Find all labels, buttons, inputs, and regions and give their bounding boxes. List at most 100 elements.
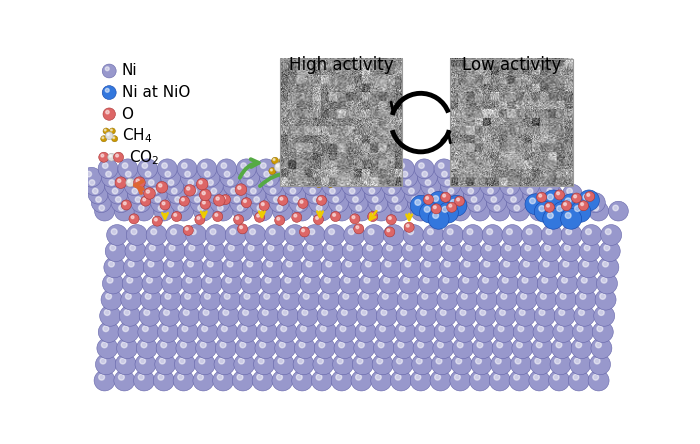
Circle shape — [183, 176, 204, 196]
Circle shape — [395, 374, 401, 380]
Circle shape — [131, 216, 134, 218]
Circle shape — [287, 180, 293, 185]
Circle shape — [94, 201, 115, 221]
Circle shape — [411, 201, 430, 221]
Circle shape — [332, 214, 335, 216]
Circle shape — [534, 205, 539, 211]
Circle shape — [362, 241, 383, 262]
Circle shape — [561, 194, 582, 214]
Circle shape — [121, 342, 127, 348]
Circle shape — [320, 163, 326, 168]
Circle shape — [178, 374, 183, 380]
Circle shape — [312, 201, 332, 221]
Circle shape — [276, 164, 279, 167]
Circle shape — [188, 261, 193, 267]
Circle shape — [321, 177, 329, 185]
Circle shape — [593, 374, 598, 380]
Circle shape — [371, 370, 392, 391]
Circle shape — [127, 184, 148, 204]
Circle shape — [382, 241, 402, 262]
Circle shape — [99, 374, 104, 380]
Circle shape — [272, 201, 293, 221]
Circle shape — [419, 202, 440, 223]
Circle shape — [182, 326, 188, 332]
Circle shape — [260, 163, 266, 168]
Circle shape — [454, 159, 474, 178]
Circle shape — [388, 229, 394, 234]
Circle shape — [97, 338, 118, 359]
Circle shape — [158, 374, 164, 380]
Circle shape — [535, 358, 540, 364]
Circle shape — [422, 171, 428, 177]
Circle shape — [105, 67, 109, 71]
Circle shape — [557, 326, 564, 332]
Circle shape — [517, 342, 522, 348]
Circle shape — [565, 213, 571, 218]
Circle shape — [569, 201, 589, 221]
Circle shape — [159, 305, 180, 326]
Circle shape — [134, 370, 155, 391]
Circle shape — [238, 186, 241, 189]
Circle shape — [538, 326, 543, 332]
Circle shape — [458, 326, 465, 332]
Circle shape — [419, 163, 424, 168]
Circle shape — [230, 193, 250, 213]
Circle shape — [443, 277, 449, 283]
Circle shape — [274, 163, 284, 172]
Circle shape — [197, 321, 218, 342]
Circle shape — [224, 171, 230, 177]
Circle shape — [322, 178, 325, 181]
Circle shape — [324, 277, 330, 283]
Circle shape — [566, 193, 585, 213]
Circle shape — [281, 257, 302, 278]
Circle shape — [224, 293, 230, 299]
Circle shape — [356, 205, 361, 211]
Circle shape — [279, 342, 285, 348]
Circle shape — [442, 206, 448, 212]
Circle shape — [292, 212, 302, 222]
Circle shape — [295, 338, 316, 359]
Circle shape — [468, 188, 473, 194]
Circle shape — [274, 338, 295, 359]
Circle shape — [360, 257, 382, 278]
Circle shape — [599, 241, 620, 262]
Circle shape — [561, 277, 568, 283]
Circle shape — [433, 196, 439, 202]
Circle shape — [492, 338, 513, 359]
Circle shape — [498, 326, 504, 332]
Circle shape — [109, 155, 111, 157]
Circle shape — [270, 188, 276, 194]
Circle shape — [435, 205, 440, 211]
Circle shape — [261, 326, 267, 332]
Circle shape — [174, 201, 193, 221]
Circle shape — [514, 305, 536, 326]
Circle shape — [407, 229, 414, 234]
Circle shape — [284, 293, 289, 299]
Circle shape — [463, 184, 484, 204]
Circle shape — [172, 188, 177, 194]
Circle shape — [305, 184, 326, 204]
Circle shape — [302, 152, 304, 155]
Circle shape — [349, 188, 355, 194]
Circle shape — [109, 128, 116, 134]
Circle shape — [439, 326, 444, 332]
Circle shape — [244, 171, 250, 177]
Circle shape — [236, 217, 239, 219]
Circle shape — [435, 374, 440, 380]
Circle shape — [119, 205, 125, 211]
Text: Ni: Ni — [122, 63, 137, 79]
Circle shape — [321, 326, 326, 332]
Circle shape — [263, 241, 284, 262]
Circle shape — [101, 136, 107, 142]
Circle shape — [111, 193, 131, 213]
Circle shape — [213, 211, 223, 222]
Circle shape — [164, 309, 169, 315]
Circle shape — [393, 338, 414, 359]
Circle shape — [124, 257, 144, 278]
Circle shape — [255, 338, 276, 359]
Circle shape — [424, 194, 433, 205]
Circle shape — [433, 206, 436, 209]
Circle shape — [240, 342, 246, 348]
Circle shape — [299, 342, 305, 348]
Circle shape — [328, 182, 334, 188]
